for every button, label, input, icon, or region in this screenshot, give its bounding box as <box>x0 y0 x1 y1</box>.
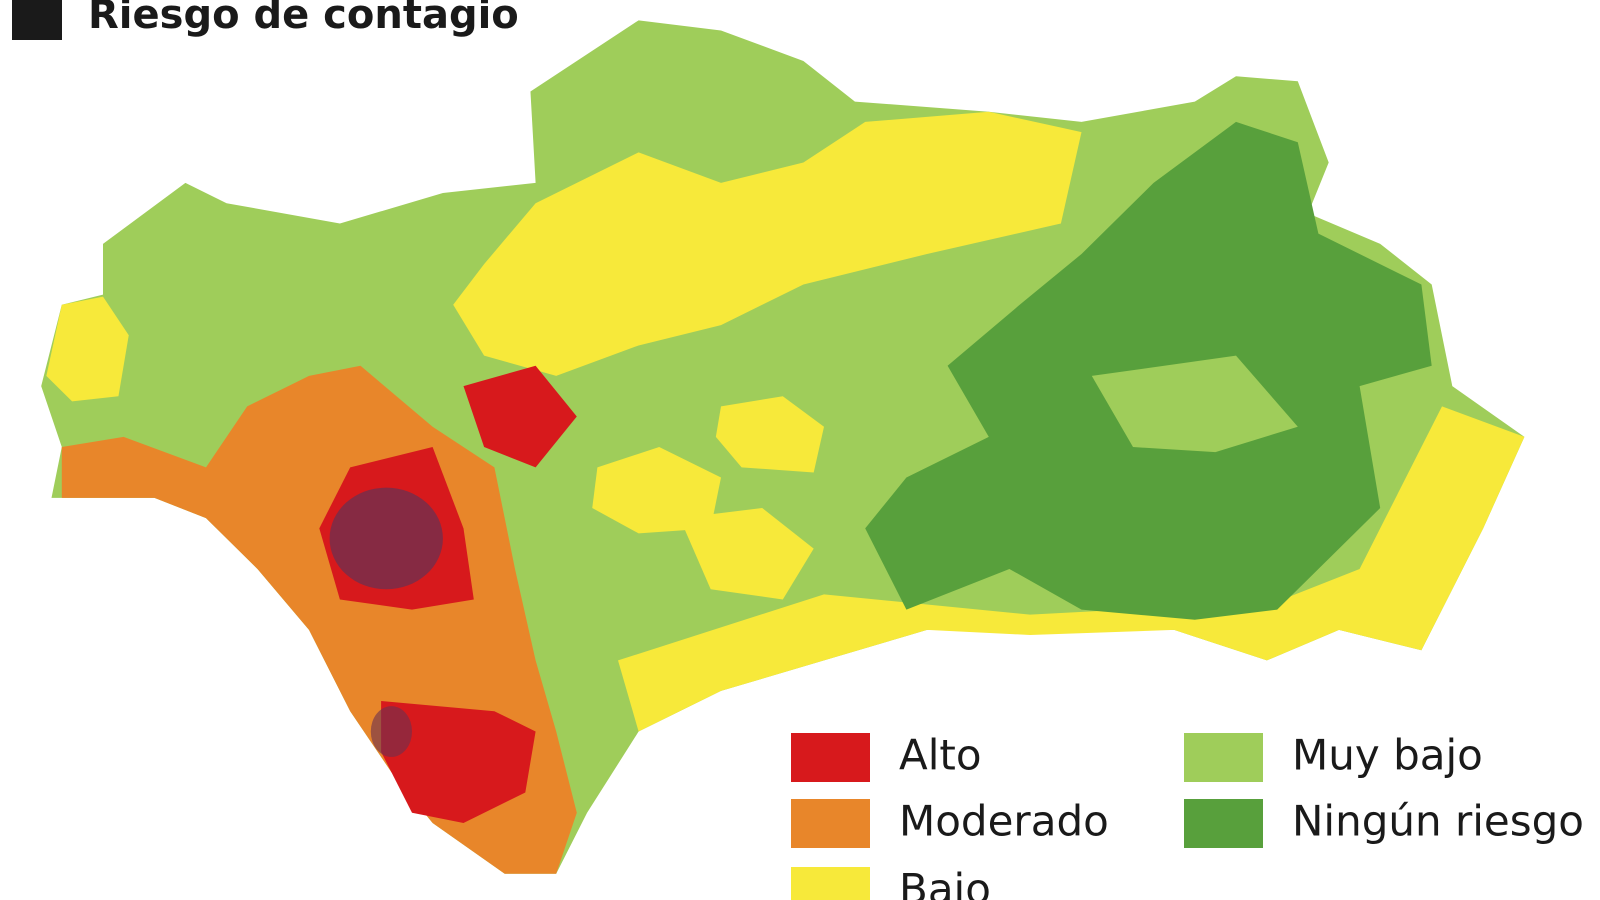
legend-label: Bajo <box>899 865 991 900</box>
legend-swatch <box>1184 733 1263 782</box>
map-title: Riesgo de contagio <box>88 0 519 38</box>
region-alto <box>381 701 536 823</box>
legend-swatch <box>1184 799 1263 848</box>
legend-label: Alto <box>899 731 982 780</box>
legend-swatch <box>791 733 870 782</box>
region-bajo <box>679 508 814 600</box>
region-alto <box>463 365 577 468</box>
andalucia-map <box>41 20 1525 874</box>
urban-area <box>329 487 443 590</box>
legend-label: Moderado <box>899 797 1109 846</box>
region-bajo <box>592 447 721 534</box>
urban-area <box>370 706 412 757</box>
legend-swatch <box>791 867 870 900</box>
region-bajo <box>618 406 1525 732</box>
region-bajo <box>715 396 824 473</box>
legend-label: Muy bajo <box>1292 731 1483 780</box>
region-muy-bajo <box>1091 355 1298 453</box>
legend: Alto Moderado Bajo Muy bajo Ningún riesgo <box>791 731 1584 900</box>
title-marker <box>12 0 62 40</box>
region-bajo <box>46 296 129 402</box>
legend-swatch <box>791 799 870 848</box>
region-bajo <box>453 111 1082 376</box>
legend-label: Ningún riesgo <box>1292 797 1584 846</box>
